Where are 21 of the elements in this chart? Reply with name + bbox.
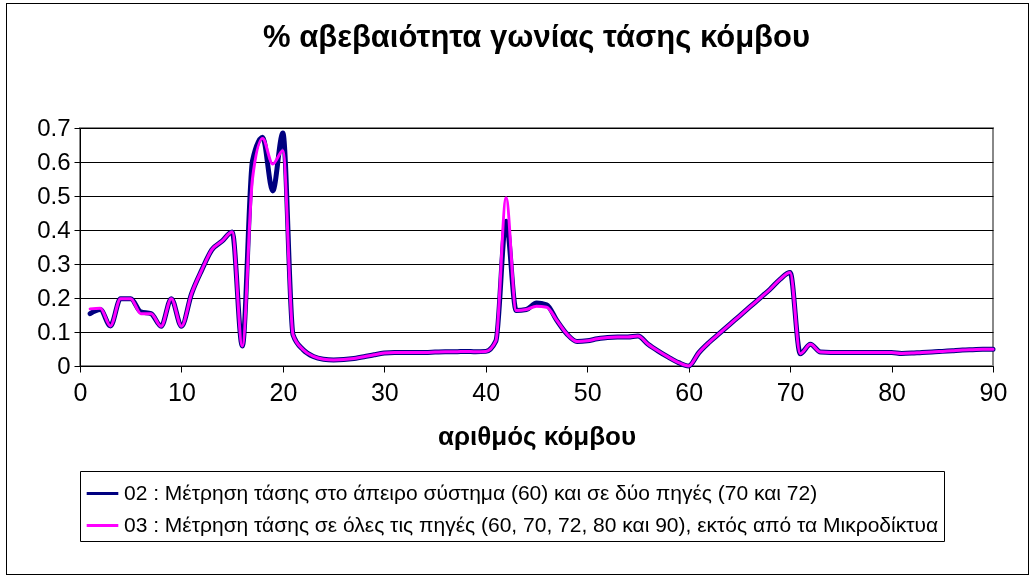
x-tick-label: 70 xyxy=(776,377,805,406)
x-tick-label: 90 xyxy=(979,377,1008,406)
y-tick-label: 0.7 xyxy=(37,113,71,141)
x-tick-label: 10 xyxy=(168,377,196,406)
x-tick-label: 80 xyxy=(878,377,906,406)
x-tick-label: 20 xyxy=(269,377,298,406)
x-tick-label: 40 xyxy=(472,377,501,406)
x-tick-label: 50 xyxy=(573,377,602,406)
y-tick-label: 0.4 xyxy=(37,215,71,243)
legend-label: 02 : Μέτρηση τάσης στο άπειρο σύστημα (60) και σε δύο πηγές (70 και 72) xyxy=(124,480,818,504)
y-tick-label: 0.5 xyxy=(37,181,71,209)
y-tick-label: 0.6 xyxy=(37,147,71,175)
x-tick-label: 30 xyxy=(370,377,399,406)
x-tick-label: 60 xyxy=(675,377,704,406)
y-tick-label: 0.1 xyxy=(37,317,71,345)
y-tick-label: 0 xyxy=(57,351,71,379)
legend-label: 03 : Μέτρηση τάσης σε όλες τις πηγές (60, 70, 72, 80 και 90), εκτός από τα Μικροδίκτυα xyxy=(124,512,939,536)
x-axis-title: αριθμός κόμβου xyxy=(437,420,637,451)
y-tick-label: 0.3 xyxy=(37,249,71,277)
y-tick-label: 0.2 xyxy=(37,283,71,311)
chart-title: % αβεβαιότητα γωνίας τάσης κόμβου xyxy=(263,19,810,54)
